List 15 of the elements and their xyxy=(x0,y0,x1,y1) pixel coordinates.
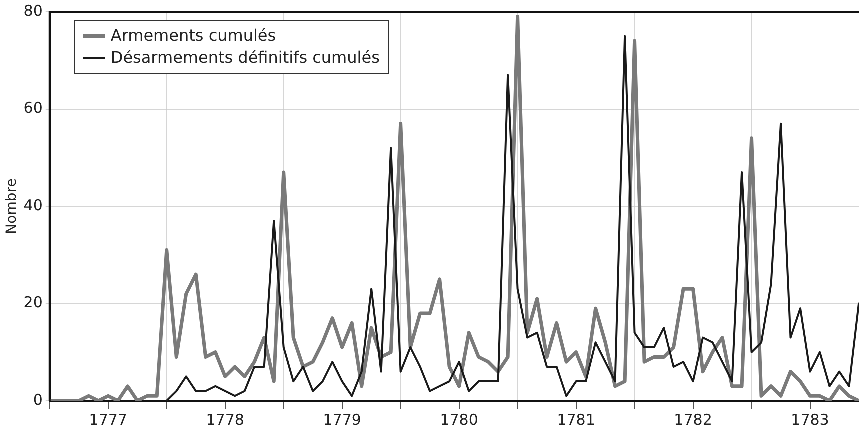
x-tick-label: 1777 xyxy=(89,410,128,429)
y-tick-label: 40 xyxy=(24,196,43,214)
y-tick-label: 20 xyxy=(24,294,43,312)
x-tick-label: 1783 xyxy=(791,410,830,429)
y-axis-title: Nombre xyxy=(4,178,20,234)
y-tick-label: 80 xyxy=(24,2,43,20)
y-tick-label: 60 xyxy=(24,99,43,118)
x-tick-label: 1781 xyxy=(557,410,596,429)
x-tick-label: 1778 xyxy=(206,410,244,429)
legend-label: Armements cumulés xyxy=(110,25,276,47)
x-tick-label: 1780 xyxy=(440,410,478,429)
y-tick-label: 0 xyxy=(33,390,43,409)
legend-label: Désarmements définitifs cumulés xyxy=(110,47,380,69)
x-tick-label: 1779 xyxy=(323,410,362,429)
x-tick-label: 1782 xyxy=(674,410,712,429)
